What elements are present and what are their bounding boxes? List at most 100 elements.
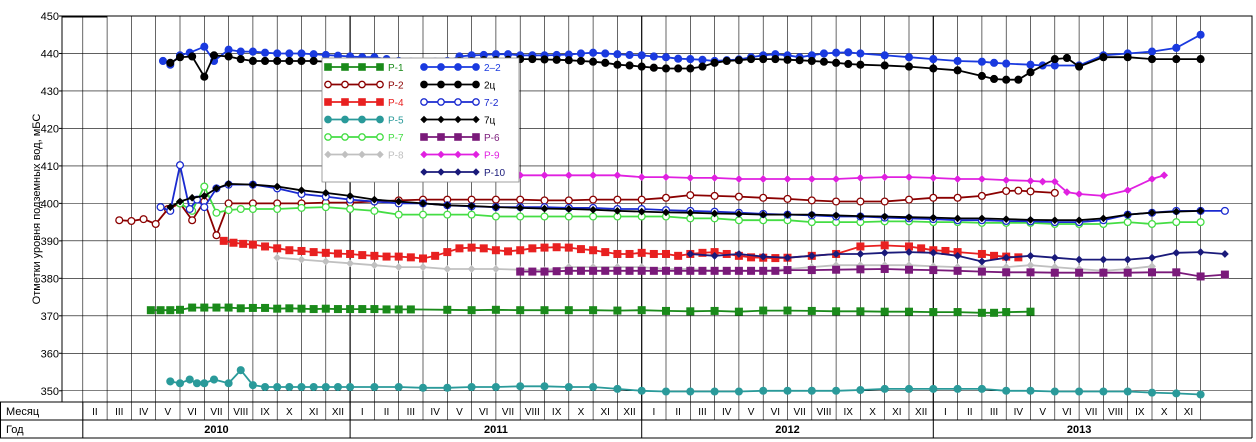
month-label: IV [722, 407, 732, 418]
month-label: XII [915, 407, 927, 418]
month-label: I [652, 407, 655, 418]
data-point [1038, 177, 1047, 186]
data-point [341, 115, 349, 124]
data-point [832, 48, 841, 57]
year-label: 2013 [1067, 424, 1091, 436]
data-point [175, 379, 185, 388]
data-point [166, 58, 175, 67]
data-point [209, 51, 219, 60]
data-point [370, 382, 379, 392]
month-label: IV [1014, 407, 1024, 418]
data-point [661, 53, 671, 62]
data-point [832, 211, 841, 220]
data-point [759, 175, 768, 183]
data-point [297, 255, 306, 264]
month-label: XI [892, 407, 901, 418]
data-point [856, 307, 865, 316]
data-point [734, 175, 743, 183]
data-point [341, 63, 349, 71]
data-point [589, 195, 598, 204]
y-tick-label: 370 [41, 311, 59, 323]
data-point [528, 244, 537, 253]
month-label: VIII [1108, 407, 1123, 418]
data-point [188, 52, 197, 61]
month-label: X [1161, 407, 1168, 418]
data-point [273, 56, 282, 66]
data-point [212, 231, 221, 240]
data-point [540, 306, 549, 315]
data-point [420, 98, 428, 106]
data-point [880, 307, 889, 316]
data-point [625, 50, 634, 60]
data-point [1147, 268, 1156, 277]
data-point [674, 266, 683, 275]
data-point [783, 55, 792, 64]
data-point [710, 58, 719, 67]
data-point [686, 387, 695, 396]
month-label: VII [1085, 407, 1097, 418]
series-line [169, 182, 1201, 222]
data-point [200, 182, 209, 191]
data-point [212, 184, 221, 193]
legend-item: Р-8 [324, 150, 404, 162]
data-point [710, 173, 719, 182]
data-point [1147, 47, 1157, 56]
data-point [1075, 268, 1084, 277]
data-point [472, 63, 480, 71]
month-label: II [92, 407, 98, 418]
data-point [324, 150, 332, 159]
data-point [929, 193, 938, 202]
data-point [649, 63, 658, 72]
data-point [166, 377, 175, 386]
data-point [370, 305, 379, 314]
data-point [285, 304, 294, 313]
data-point [637, 51, 646, 60]
month-label: IV [139, 407, 149, 418]
data-point [625, 266, 634, 275]
data-point [637, 195, 646, 204]
data-point [491, 246, 500, 255]
data-point [260, 48, 270, 57]
data-point [406, 253, 415, 262]
data-point [467, 195, 476, 204]
data-point [929, 55, 938, 64]
data-point [953, 175, 962, 183]
data-point [929, 266, 938, 275]
data-point [990, 251, 999, 260]
month-label: XI [1184, 407, 1193, 418]
legend-item: 7ц [420, 116, 496, 127]
data-point [333, 382, 343, 392]
data-point [844, 59, 853, 69]
legend-label: Р-7 [388, 133, 404, 144]
data-point [880, 384, 889, 393]
series-9 [166, 179, 1205, 225]
data-point [394, 263, 403, 271]
data-point [819, 49, 828, 58]
data-point [832, 265, 841, 274]
data-point [1063, 188, 1071, 197]
month-label: X [286, 407, 293, 418]
month-label: II [384, 407, 390, 418]
data-point [321, 248, 330, 257]
data-point [710, 209, 719, 218]
data-point [467, 210, 476, 219]
month-label: XI [601, 407, 610, 418]
data-point [115, 216, 124, 225]
data-point [807, 266, 816, 275]
data-point [1075, 216, 1084, 225]
legend-label: Р-2 [388, 81, 404, 92]
data-point [734, 192, 743, 201]
legend-item: 2ц [420, 81, 496, 92]
data-point [1172, 389, 1181, 398]
data-point [248, 47, 257, 56]
y-axis-label: Отметки уровня подземных вод, мБС [31, 114, 43, 305]
data-point [321, 50, 330, 60]
data-point [224, 52, 233, 61]
data-point [1075, 387, 1084, 396]
data-point [589, 382, 598, 392]
month-label: VII [794, 407, 806, 418]
data-point [321, 188, 330, 197]
data-point [479, 244, 488, 253]
data-point [783, 175, 792, 183]
data-point [236, 55, 245, 64]
